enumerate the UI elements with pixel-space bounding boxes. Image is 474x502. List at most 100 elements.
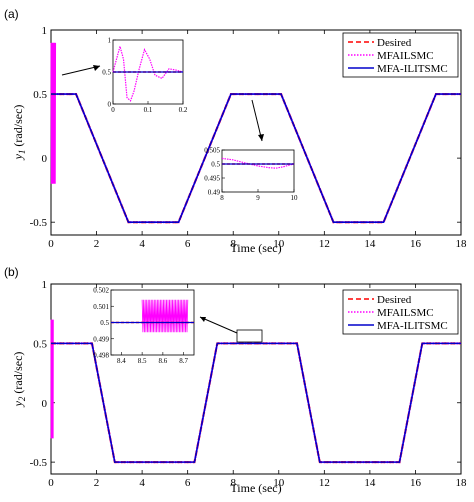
inset-y-tick-label: 0.502 [93,287,109,295]
panel-b-inset-plateau: 0.498 0.499 0.5 0.501 0.502 8.4 8.5 8.6 8.7 [93,287,195,365]
arrow-to-startup-inset [61,65,101,76]
panel-b-y-label-main: y [11,400,25,407]
inset-x-tick-label: 8.6 [159,357,168,365]
inset-y-tick-label: 0.505 [204,147,220,155]
x-tick-label: 6 [185,477,191,489]
mfailsmc-startup-oscillation [50,42,57,184]
panel-b-label: (b) [4,265,19,279]
inset-y-tick-label: 0.5 [100,319,109,327]
y-tick-label: 0 [42,398,48,410]
panel-b-x-ticks: 0 2 4 6 8 10 12 14 16 18 [48,284,467,489]
inset-y-tick-label: 1 [108,37,112,45]
inset-x-tick-label: 8.5 [138,357,147,365]
x-tick-label: 14 [364,238,376,250]
inset-mfailsmc-line [112,44,184,102]
arrow-head-startup [93,65,100,71]
x-tick-label: 6 [185,238,191,250]
panel-a-y-axis-label: y1 (rad/sec) [11,105,27,161]
inset-x-tick-label: 0 [111,106,115,114]
panel-b-series [50,319,461,464]
y-tick-label: 0.5 [33,89,47,101]
y-tick-label: 0.5 [33,338,47,350]
x-tick-label: 18 [456,477,468,489]
x-tick-label: 4 [139,238,145,250]
mfa-ilitsmc-line [51,93,461,223]
zoom-region-box [236,329,263,343]
panel-b-legend-box [342,289,459,335]
mfa-ilitsmc-line [51,342,461,463]
inset-y-tick-label: 0.5 [102,69,111,77]
inset-mfailsmc-line [221,157,295,169]
x-tick-label: 0 [48,238,54,250]
inset-frame [221,149,295,193]
panel-a-inset-plateau: 0.49 0.495 0.5 0.505 8 9 10 [204,147,298,203]
arrow-head-b-inset [200,317,206,322]
x-tick-label: 14 [364,477,376,489]
inset-y-tick-label: 0.49 [208,189,221,197]
panel-b-y-label-unit: (rad/sec) [11,352,25,397]
panel-b-y-axis-label: y2 (rad/sec) [11,352,27,408]
desired-line [51,342,461,464]
panel-a-x-ticks: 0 2 4 6 8 10 12 14 16 18 [48,30,467,250]
x-tick-label: 18 [456,238,468,250]
x-tick-label: 8 [230,238,236,250]
legend-mfa-ilitsmc-label: MFA-ILITSMC [377,63,448,75]
inset-y-tick-label: 0.495 [204,175,220,183]
legend-b-mfailsmc-label: MFAILSMC [377,307,434,319]
panel-a-y-label-sub: 1 [17,150,27,155]
inset-x-tick-label: 8.7 [179,357,188,365]
y-tick-label: 1 [42,279,48,291]
arrow-to-plateau-inset [251,99,263,142]
inset-x-tick-label: 8.4 [117,357,126,365]
mfailsmc-startup-oscillation [50,319,54,439]
y-tick-label: 1 [42,25,48,37]
x-tick-label: 16 [410,477,422,489]
inset-x-tick-label: 10 [291,194,299,202]
inset-y-tick-label: 0 [108,101,112,109]
panel-a-x-axis-label: Time (sec) [230,241,281,255]
mfailsmc-line [51,342,461,464]
x-tick-label: 4 [139,477,145,489]
x-tick-label: 0 [48,477,54,489]
panel-a-label: (a) [4,7,19,21]
panel-a: (a) -0.500.51 0 2 4 6 8 10 12 14 16 18 Time (sec)… [4,7,467,255]
x-tick-label: 2 [94,477,100,489]
x-tick-label: 8 [230,477,236,489]
x-tick-label: 10 [273,238,285,250]
panel-a-y-label-unit: (rad/sec) [11,105,25,150]
panel-a-y-label-main: y [11,153,25,160]
inset-y-tick-label: 0.499 [93,335,109,343]
panel-a-inset-startup: 0 0.5 1 0 0.1 0.2 [102,37,188,115]
arrow-to-b-inset [199,316,238,334]
inset-x-tick-label: 8 [220,194,224,202]
legend-b-desired-label: Desired [377,294,412,306]
panel-b-x-axis-label: Time (sec) [230,481,281,495]
panel-b: (b) -0.500.51 0 2 4 6 8 10 12 14 16 18 Time (sec)… [4,265,467,495]
panel-b-legend: Desired MFAILSMC MFA-ILITSMC [342,289,459,335]
x-tick-label: 12 [319,238,330,250]
inset-x-tick-label: 0.2 [179,106,188,114]
inset-x-tick-label: 9 [256,194,260,202]
y-tick-label: -0.5 [30,457,48,469]
panel-a-inset-arrows [61,65,264,142]
panel-a-series [50,42,461,224]
panel-b-inset-marker [199,316,263,343]
x-tick-label: 12 [319,477,330,489]
inset-x-tick-label: 0.1 [144,106,153,114]
panel-b-y-label-sub: 2 [17,396,27,401]
inset-mfailsmc-noise [141,299,189,333]
panel-a-legend: Desired MFAILSMC MFA-ILITSMC [342,32,459,78]
legend-desired-label: Desired [377,37,412,49]
arrow-head-plateau [258,134,264,141]
y-tick-label: 0 [42,153,48,165]
inset-y-tick-label: 0.498 [93,352,109,360]
y-tick-label: -0.5 [30,217,48,229]
legend-mfailsmc-label: MFAILSMC [377,50,434,62]
x-tick-label: 10 [273,477,285,489]
x-tick-label: 16 [410,238,422,250]
x-tick-label: 2 [94,238,100,250]
inset-y-tick-label: 0.5 [211,161,220,169]
legend-b-mfa-ilitsmc-label: MFA-ILITSMC [377,320,448,332]
panel-a-legend-box [342,32,459,78]
